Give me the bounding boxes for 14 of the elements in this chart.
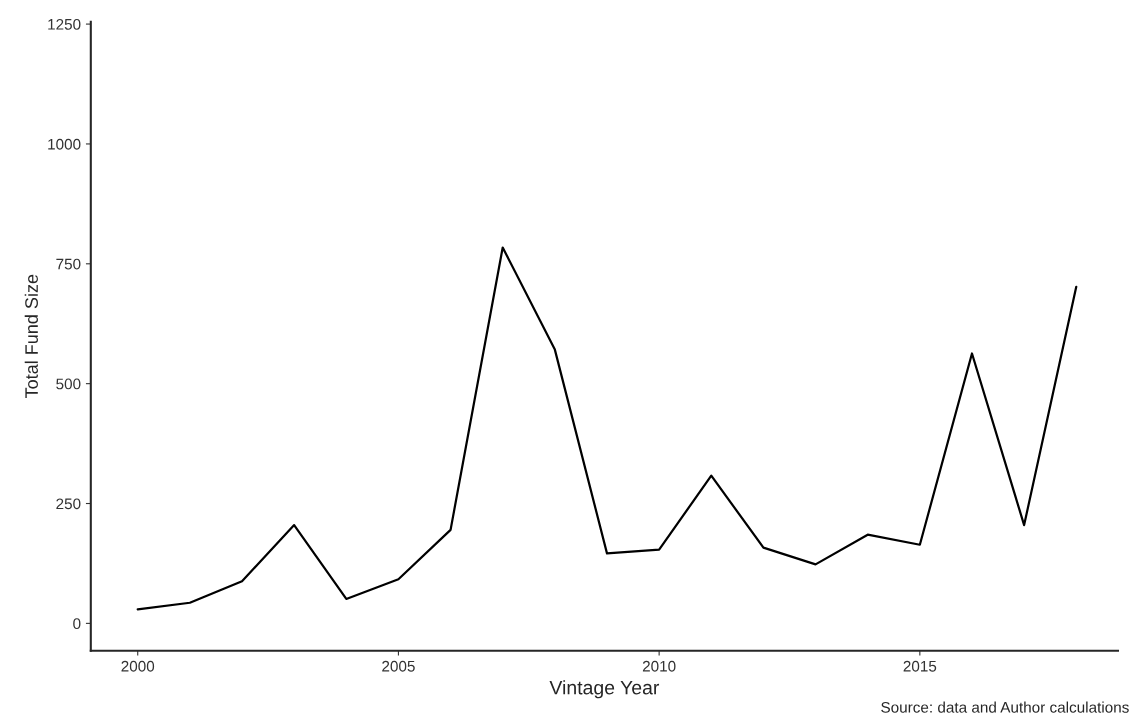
- x-axis-title: Vintage Year: [549, 680, 660, 699]
- y-tick-label: 0: [73, 618, 81, 630]
- x-tick-label: 2015: [903, 660, 937, 672]
- x-tick-label: 2010: [642, 660, 676, 672]
- y-tick-label: 250: [56, 498, 81, 510]
- y-axis-title: Total Fund Size: [24, 274, 38, 399]
- x-tick-label: 2000: [121, 660, 155, 672]
- source-note: Source: data and Author calculations: [881, 701, 1129, 713]
- y-tick-label: 500: [56, 378, 81, 390]
- y-tick-label: 750: [56, 258, 81, 270]
- y-tick-label: 1250: [48, 18, 81, 30]
- line-series: [136, 246, 1078, 611]
- x-tick-label: 2005: [382, 660, 415, 672]
- y-tick-label: 1000: [48, 138, 81, 150]
